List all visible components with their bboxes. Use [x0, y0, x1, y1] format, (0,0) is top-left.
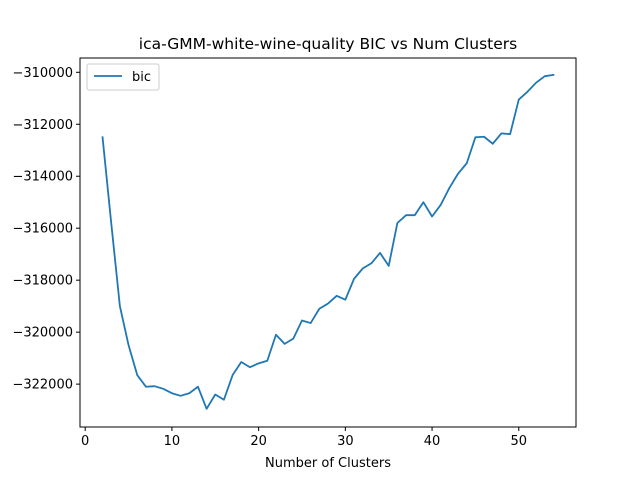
- axes-frame: [79, 57, 577, 428]
- y-tick-label: −310000: [12, 66, 73, 81]
- series-layer: [101, 73, 555, 410]
- x-axis-ticks: 0 10 20 30 40 50: [81, 427, 527, 449]
- x-tick-label: 30: [337, 434, 354, 449]
- y-tick-label: −322000: [12, 378, 73, 393]
- y-tick-label: −316000: [12, 222, 73, 237]
- series-line-bic: [101, 73, 555, 410]
- legend-box: [86, 63, 160, 91]
- x-axis-label: Number of Clusters: [265, 456, 391, 471]
- y-tick-label: −314000: [12, 170, 73, 185]
- legend-label-bic: bic: [132, 70, 151, 85]
- plot-area: [79, 57, 577, 428]
- x-tick-label: 0: [81, 434, 89, 449]
- legend: bic: [86, 63, 160, 91]
- y-tick-label: −318000: [12, 274, 73, 289]
- y-axis-ticks: −322000 −320000 −318000 −316000 −314000 −3120…: [12, 66, 80, 393]
- chart-title: ica-GMM-white-wine-quality BIC vs Num Cl…: [139, 35, 517, 53]
- y-tick-label: −320000: [12, 326, 73, 341]
- x-tick-label: 10: [164, 434, 181, 449]
- x-tick-label: 20: [250, 434, 267, 449]
- y-tick-label: −312000: [12, 118, 73, 133]
- x-tick-label: 40: [424, 434, 441, 449]
- x-tick-label: 50: [510, 434, 527, 449]
